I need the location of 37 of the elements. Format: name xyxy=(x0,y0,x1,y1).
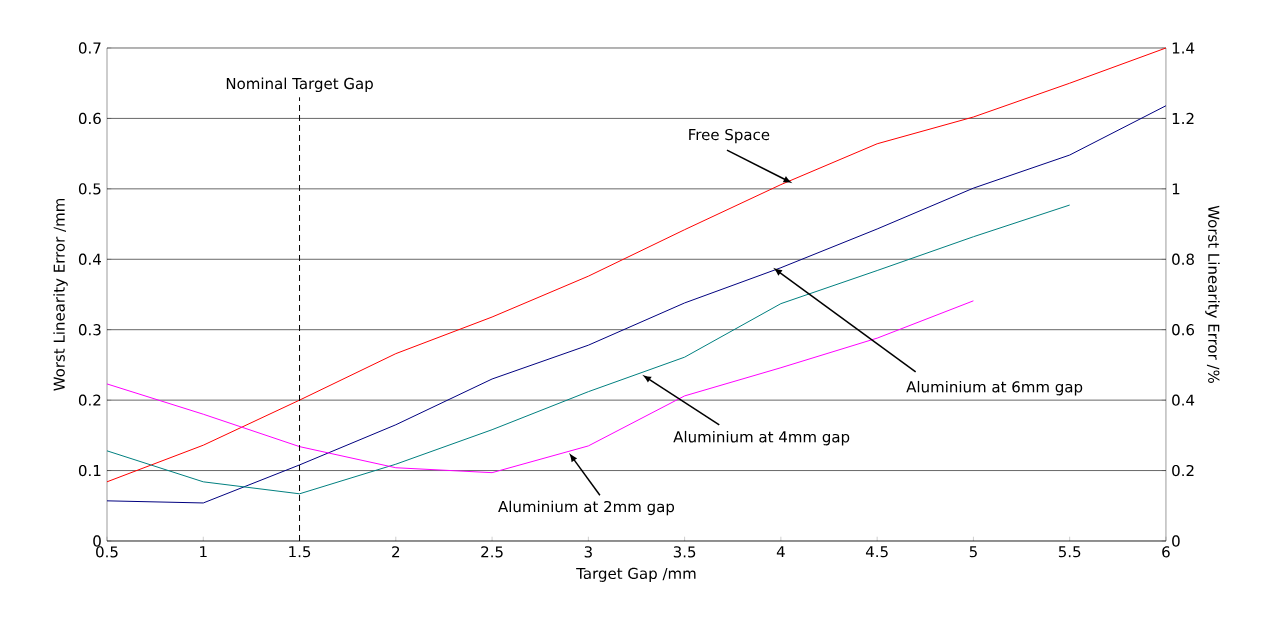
y2-tick-label: 1 xyxy=(1172,183,1180,195)
y2-axis-title: Worst Linearity Error /% xyxy=(1205,205,1220,384)
x-tick-label: 5.5 xyxy=(1058,546,1081,558)
x-tick-label: 2.5 xyxy=(481,546,503,558)
x-axis-title: Target Gap /mm xyxy=(576,567,696,582)
y-tick-label: 0.1 xyxy=(78,464,101,477)
y-tick-label: 0.3 xyxy=(78,324,101,336)
y2-tick-label: 1.2 xyxy=(1172,112,1194,124)
x-tick-label: 4 xyxy=(776,546,785,558)
y2-tick-label: 0.2 xyxy=(1172,464,1194,477)
x-tick-label: 1.5 xyxy=(289,546,311,558)
y-tick-label: 0.7 xyxy=(78,42,101,54)
y-tick-label: 0.5 xyxy=(78,183,101,195)
y2-tick-label: 0 xyxy=(1172,535,1180,547)
x-tick-label: 0.5 xyxy=(96,546,118,558)
y-tick-label: 0.6 xyxy=(78,112,101,125)
y-tick-label: 0.4 xyxy=(78,253,101,265)
x-tick-label: 2 xyxy=(392,546,400,558)
annotation: Aluminium at 6mm gap xyxy=(906,380,1083,396)
line-series xyxy=(106,47,1167,483)
x-tick-label: 5 xyxy=(969,546,977,558)
y2-tick-label: 0.8 xyxy=(1172,253,1194,265)
y-tick-label: 0.2 xyxy=(78,394,101,406)
y2-tick-label: 0.4 xyxy=(1172,394,1195,406)
y2-tick-label: 0.6 xyxy=(1172,324,1195,336)
x-tick-label: 1 xyxy=(200,546,207,558)
y-axis-title: Worst Linearity Error /mm xyxy=(53,198,68,391)
annotation: Free Space xyxy=(689,128,770,144)
ref-line-label: Nominal Target Gap xyxy=(226,77,373,93)
x-tick-label: 4.5 xyxy=(865,546,888,558)
annotation: Aluminium at 4mm gap xyxy=(673,430,850,446)
y-tick-label: 0 xyxy=(93,535,101,547)
x-tick-label: 6 xyxy=(1162,546,1170,558)
x-tick-label: 3.5 xyxy=(673,546,696,558)
x-tick-label: 3 xyxy=(584,546,592,558)
y2-tick-label: 1.4 xyxy=(1172,42,1195,54)
annotation: Aluminium at 2mm gap xyxy=(498,500,675,516)
